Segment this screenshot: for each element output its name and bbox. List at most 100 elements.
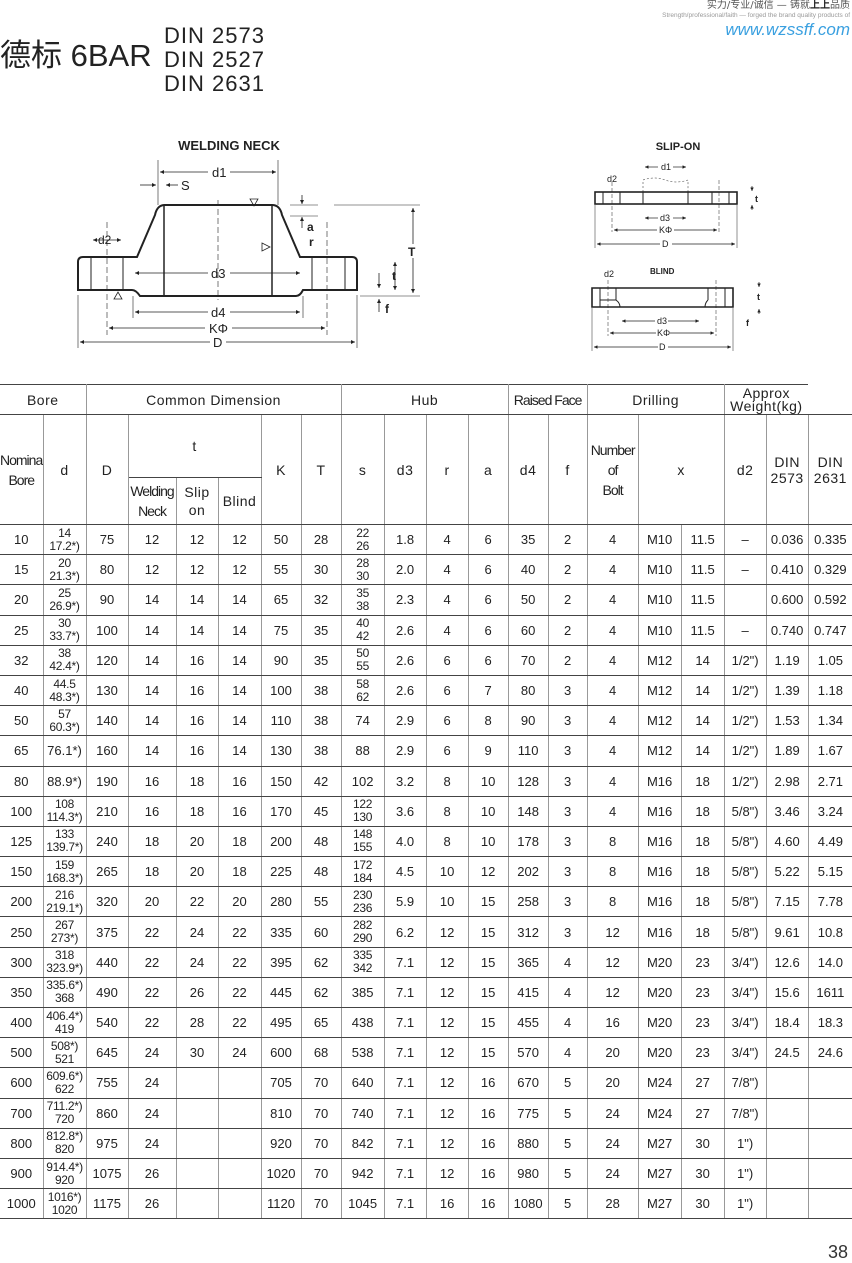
cell-a: 16 [467, 1188, 509, 1220]
dim-label: d2 [604, 269, 614, 279]
cell-t-blind: 22 [217, 1006, 262, 1039]
cell-d4: 60 [507, 614, 549, 646]
cell-K: 150 [260, 765, 302, 797]
cell-a: 16 [467, 1157, 509, 1190]
cell-r: 8 [425, 795, 469, 827]
group-weight: Approx Weight(kg) [723, 384, 809, 415]
cell-D: 75 [85, 523, 129, 556]
cell-hole-size: 11.5 [680, 523, 725, 556]
table-row: 40 44.5 48.3*) 130 14 16 14 100 38 58 62 2.6 6 7 80 3… [0, 674, 852, 707]
cell-nominal-bore: 400 [0, 1006, 44, 1039]
cell-K: 200 [260, 825, 302, 858]
cell-K: 90 [260, 644, 302, 676]
cell-r: 12 [425, 1037, 469, 1069]
cell-K: 600 [260, 1037, 302, 1069]
cell-weight-din2573: 12.6 [765, 946, 809, 978]
cell-r: 8 [425, 825, 469, 858]
cell-D: 375 [85, 916, 129, 948]
cell-t-slip-on: 22 [175, 886, 219, 918]
table-row: 500 508*) 521 645 24 30 24 600 68 538 7.1 12 15 570 4… [0, 1037, 852, 1069]
cell-s: 282 290 [340, 916, 385, 948]
page-title: 德标 6BAR [0, 38, 152, 73]
cell-a: 10 [467, 795, 509, 827]
cell-d: 914.4*) 920 [42, 1157, 87, 1190]
col-nominal-bore: Nominal Bore [0, 414, 44, 525]
cell-K: 1020 [260, 1157, 302, 1190]
cell-r: 12 [425, 916, 469, 948]
cell-t-welding-neck: 18 [127, 825, 177, 858]
cell-hole-size: 18 [680, 916, 725, 948]
cell-f: 3 [547, 765, 588, 797]
cell-hole-size: 18 [680, 856, 725, 888]
cell-T: 70 [300, 1157, 342, 1190]
cell-weight-din2573: 2.98 [765, 765, 809, 797]
cell-bolts: 24 [586, 1157, 639, 1190]
cell-d: 88.9*) [42, 765, 87, 797]
cell-weight-din2573: 9.61 [765, 916, 809, 948]
cell-s: 35 38 [340, 584, 385, 616]
cell-bolt-size: M24 [637, 1097, 682, 1129]
cell-d: 38 42.4*) [42, 644, 87, 676]
cell-t-slip-on: 14 [175, 614, 219, 646]
cell-bolts: 24 [586, 1127, 639, 1159]
cell-s: 942 [340, 1157, 385, 1190]
table-row: 350 335.6*) 368 490 22 26 22 445 62 385 7.1 12 15 41… [0, 976, 852, 1009]
col-din2573: DIN 2573 [765, 414, 809, 525]
cell-weight-din2573: 1.39 [765, 674, 809, 707]
cell-t-welding-neck: 16 [127, 765, 177, 797]
cell-nominal-bore: 50 [0, 705, 44, 737]
cell-t-blind: 14 [217, 674, 262, 707]
standards-list: DIN 2573 DIN 2527 DIN 2631 [164, 24, 265, 96]
cell-s: 335 342 [340, 946, 385, 978]
cell-weight-din2573: 18.4 [765, 1006, 809, 1039]
table-row: 125 133 139.7*) 240 18 20 18 200 48 148 155 4.0 8 1… [0, 825, 852, 858]
welding-neck-title: WELDING NECK [178, 138, 280, 153]
cell-d3: 2.3 [383, 584, 427, 616]
cell-d4: 178 [507, 825, 549, 858]
cell-weight-din2631 [807, 1097, 852, 1129]
cell-d: 76.1*) [42, 735, 87, 767]
dim-label: D [662, 239, 669, 249]
cell-s: 230 236 [340, 886, 385, 918]
cell-s: 172 184 [340, 856, 385, 888]
cell-d3: 7.1 [383, 976, 427, 1009]
cell-d4: 90 [507, 705, 549, 737]
cell-t-welding-neck: 14 [127, 705, 177, 737]
cell-t-slip-on: 24 [175, 946, 219, 978]
table-row: 80 88.9*) 190 16 18 16 150 42 102 3.2 8 10 128 3 4 M16 1… [0, 765, 852, 797]
col-s: s [340, 414, 385, 525]
cell-hole-size: 11.5 [680, 614, 725, 646]
cell-nominal-bore: 150 [0, 856, 44, 888]
cell-K: 1120 [260, 1188, 302, 1220]
cell-weight-din2631: 1.34 [807, 705, 852, 737]
cell-weight-din2573 [765, 1067, 809, 1099]
dim-label: r [309, 235, 314, 249]
standard: DIN 2573 [164, 23, 265, 48]
cell-t-blind: 22 [217, 946, 262, 978]
dim-label: t [757, 292, 760, 302]
cell-bolts: 4 [586, 765, 639, 797]
cell-nominal-bore: 350 [0, 976, 44, 1009]
cell-D: 540 [85, 1006, 129, 1039]
cell-r: 6 [425, 644, 469, 676]
cell-weight-din2573: 0.410 [765, 554, 809, 586]
cell-t-welding-neck: 26 [127, 1188, 177, 1220]
cell-s: 842 [340, 1127, 385, 1159]
cell-weight-din2631: 1.67 [807, 735, 852, 767]
cell-t-blind: 12 [217, 554, 262, 586]
cell-bolt-size: M24 [637, 1067, 682, 1099]
cell-d3: 6.2 [383, 916, 427, 948]
cell-nominal-bore: 300 [0, 946, 44, 978]
website-link[interactable]: www.wzssff.com [725, 20, 850, 39]
cell-bolt-size: M20 [637, 946, 682, 978]
table-row: 25 30 33.7*) 100 14 14 14 75 35 40 42 2.6 4 6 60 2 4 M1… [0, 614, 852, 646]
dim-label: f [746, 318, 750, 328]
blind-drawing: BLIND d2 d3 KΦ D t f [591, 267, 761, 352]
cell-K: 920 [260, 1127, 302, 1159]
cell-a: 8 [467, 705, 509, 737]
cell-d3: 7.1 [383, 1188, 427, 1220]
cell-a: 6 [467, 523, 509, 556]
cell-K: 495 [260, 1006, 302, 1039]
cell-r: 6 [425, 705, 469, 737]
cell-r: 12 [425, 1127, 469, 1159]
